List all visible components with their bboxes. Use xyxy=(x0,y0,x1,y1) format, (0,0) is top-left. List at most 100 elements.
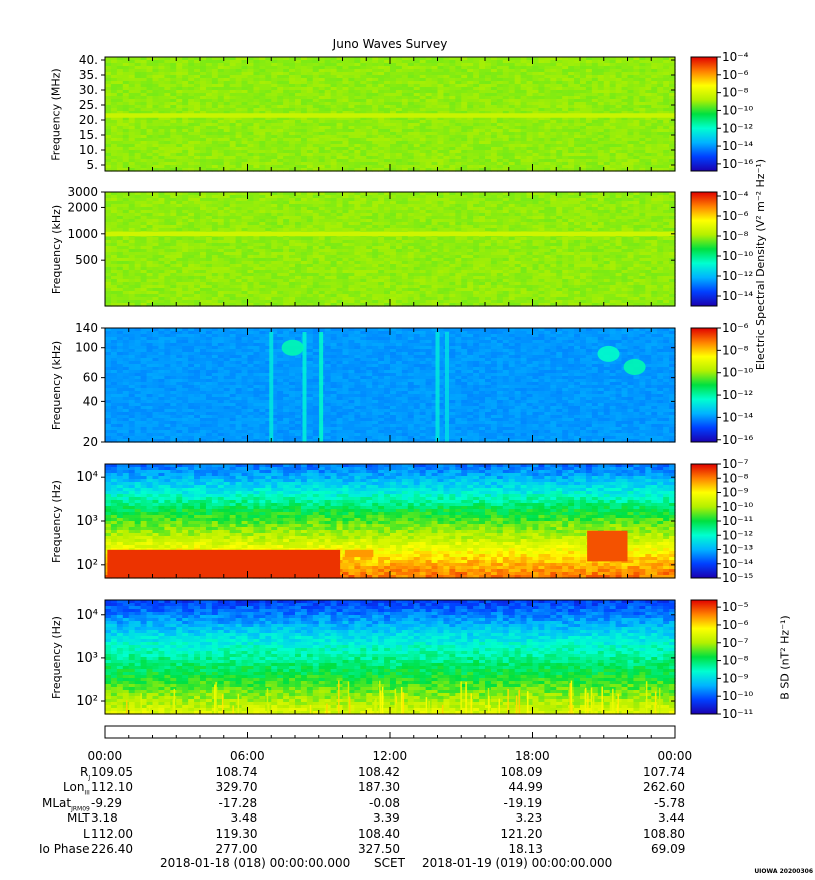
cell xyxy=(591,96,599,100)
cell xyxy=(645,75,652,79)
cell xyxy=(657,63,664,67)
cell xyxy=(633,57,640,61)
cell xyxy=(651,66,658,70)
cell xyxy=(580,72,587,76)
cell xyxy=(532,87,540,91)
cell xyxy=(496,63,504,67)
cell xyxy=(146,75,154,79)
cell xyxy=(395,84,403,88)
cell xyxy=(562,96,569,100)
cell xyxy=(122,57,130,61)
cell xyxy=(651,63,658,67)
cell xyxy=(289,81,296,85)
cell xyxy=(289,99,296,103)
cell xyxy=(443,69,450,73)
cell xyxy=(110,90,118,94)
cell xyxy=(562,60,569,64)
cell xyxy=(449,81,456,85)
cell xyxy=(473,66,480,70)
cell xyxy=(271,69,278,73)
cell xyxy=(591,93,599,97)
cell xyxy=(401,72,409,76)
cell xyxy=(170,60,177,64)
cell xyxy=(627,81,635,85)
cell xyxy=(455,78,462,82)
cell xyxy=(140,96,148,100)
cell xyxy=(289,96,296,100)
cell xyxy=(128,69,136,73)
cell xyxy=(300,87,308,91)
cell xyxy=(170,96,177,100)
cell xyxy=(217,84,225,88)
cell xyxy=(116,84,124,88)
cell xyxy=(431,69,439,73)
cell xyxy=(342,99,350,103)
cell xyxy=(633,93,640,97)
cell xyxy=(449,60,456,64)
cell xyxy=(152,90,160,94)
cell xyxy=(384,66,391,70)
cell xyxy=(277,84,284,88)
cell xyxy=(550,84,557,88)
cell xyxy=(597,75,605,79)
cell xyxy=(597,60,605,64)
cell xyxy=(300,99,308,103)
cell xyxy=(603,75,611,79)
cell xyxy=(490,90,498,94)
cell xyxy=(633,87,640,91)
cell xyxy=(306,90,314,94)
cell xyxy=(241,63,249,67)
cell xyxy=(603,57,611,61)
cell xyxy=(217,75,225,79)
cell xyxy=(384,96,391,100)
cell xyxy=(289,63,296,67)
cell xyxy=(508,69,516,73)
cell xyxy=(235,87,243,91)
cell xyxy=(182,99,189,103)
cell xyxy=(223,90,231,94)
cell xyxy=(330,84,338,88)
cell xyxy=(360,81,367,85)
cell xyxy=(633,81,640,85)
cell xyxy=(122,90,130,94)
cell xyxy=(645,63,652,67)
cell xyxy=(170,87,177,91)
cell xyxy=(116,66,124,70)
cell xyxy=(152,96,160,100)
cell xyxy=(128,87,136,91)
cell xyxy=(312,57,320,61)
cell xyxy=(105,60,112,64)
cell xyxy=(205,99,213,103)
cell xyxy=(395,81,403,85)
cell xyxy=(425,72,433,76)
cell xyxy=(182,72,189,76)
cell xyxy=(211,96,219,100)
cell xyxy=(627,87,635,91)
cell xyxy=(395,90,403,94)
cell xyxy=(277,63,284,67)
cell xyxy=(401,81,409,85)
cell xyxy=(271,96,278,100)
cell xyxy=(550,87,557,91)
cell xyxy=(277,75,284,79)
cell xyxy=(289,72,296,76)
cell xyxy=(449,90,456,94)
cell xyxy=(496,93,504,97)
cell xyxy=(134,72,142,76)
cell xyxy=(390,72,397,76)
cell xyxy=(372,57,379,61)
cell xyxy=(580,93,587,97)
cell xyxy=(467,66,474,70)
cell xyxy=(259,81,266,85)
cell xyxy=(306,72,314,76)
cell xyxy=(229,96,237,100)
cell xyxy=(211,69,219,73)
cell xyxy=(158,93,165,97)
cell xyxy=(188,84,195,88)
cell xyxy=(615,75,623,79)
cell xyxy=(122,72,130,76)
cell xyxy=(538,81,545,85)
cell xyxy=(496,60,504,64)
cell xyxy=(164,84,171,88)
cell xyxy=(164,63,171,67)
